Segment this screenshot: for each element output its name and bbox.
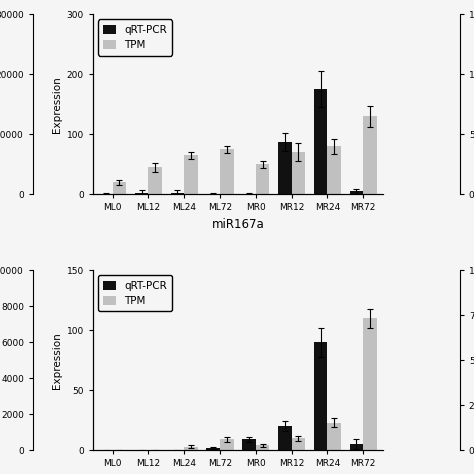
Bar — [292, 438, 305, 450]
Bar — [220, 149, 234, 194]
Bar — [350, 191, 363, 194]
Text: 2: 2 — [93, 185, 99, 194]
Bar — [171, 192, 184, 194]
Bar — [184, 155, 198, 194]
Bar — [314, 342, 328, 450]
Y-axis label: Expression: Expression — [53, 332, 63, 389]
Bar — [363, 318, 377, 450]
Text: 2: 2 — [93, 441, 99, 450]
Legend: qRT-PCR, TPM: qRT-PCR, TPM — [98, 275, 172, 311]
Bar — [220, 439, 234, 450]
Bar — [242, 439, 256, 450]
Bar — [363, 116, 377, 194]
Legend: qRT-PCR, TPM: qRT-PCR, TPM — [98, 19, 172, 55]
Bar — [350, 444, 363, 450]
Bar — [278, 142, 292, 194]
Bar — [328, 423, 341, 450]
Bar — [278, 426, 292, 450]
Bar — [135, 193, 148, 194]
Bar — [207, 448, 220, 450]
Bar — [113, 182, 126, 194]
Bar — [148, 167, 162, 194]
Bar — [184, 447, 198, 450]
Y-axis label: Expression: Expression — [53, 76, 63, 133]
X-axis label: miR167a: miR167a — [211, 218, 264, 231]
Bar — [256, 164, 269, 194]
Bar — [328, 146, 341, 194]
Bar — [314, 89, 328, 194]
Bar — [256, 446, 269, 450]
Bar — [292, 152, 305, 194]
